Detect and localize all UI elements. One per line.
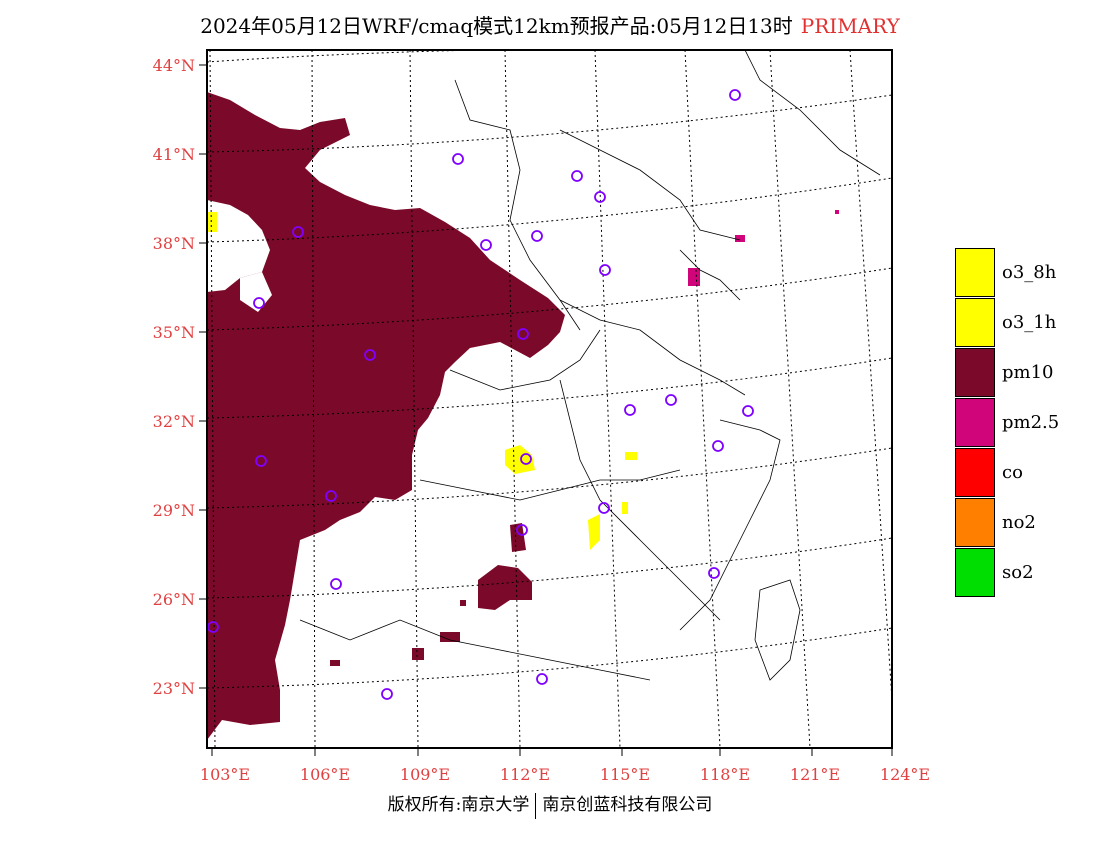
- province-boundaries: [299, 50, 881, 681]
- map-frame: [206, 49, 893, 749]
- legend-label-pm25: pm2.5: [1002, 412, 1060, 433]
- legend-label-so2: so2: [1002, 562, 1034, 583]
- lon-label-109: 109°E: [399, 765, 451, 784]
- lon-label-112: 112°E: [499, 765, 551, 784]
- pm10-region-upper: [207, 200, 270, 292]
- lon-label-115: 115°E: [599, 765, 651, 784]
- legend-label-no2: no2: [1002, 512, 1036, 533]
- copyright-left: 版权所有:南京大学: [387, 795, 530, 815]
- o3-patch-2: [588, 514, 600, 550]
- legend-swatch-pm25: [955, 398, 995, 447]
- footer-separator: [535, 792, 537, 819]
- lat-label-41: 41°N: [152, 145, 195, 164]
- lat-label-23: 23°N: [152, 679, 195, 698]
- lon-label-118: 118°E: [699, 765, 751, 784]
- lat-label-29: 29°N: [152, 501, 195, 520]
- lat-label-38: 38°N: [152, 234, 195, 253]
- copyright-right: 南京创蓝科技有限公司: [542, 795, 713, 815]
- primary-tag: PRIMARY: [800, 14, 900, 38]
- lat-label-44: 44°N: [152, 56, 195, 75]
- copyright-footer: 版权所有:南京大学 南京创蓝科技有限公司: [0, 790, 1100, 819]
- pm25-patch-1: [688, 268, 700, 286]
- lat-label-26: 26°N: [152, 590, 195, 609]
- lat-label-32: 32°N: [152, 412, 195, 431]
- lon-label-106: 106°E: [299, 765, 351, 784]
- legend-swatch-o3-1h: [955, 298, 995, 347]
- o3-patch-3: [625, 452, 637, 460]
- legend-label-co: co: [1002, 462, 1023, 483]
- pm10-patch-4: [412, 648, 424, 660]
- lon-label-121: 121°E: [789, 765, 841, 784]
- legend-swatch-o3-8h: [955, 248, 995, 297]
- lon-label-124: 124°E: [879, 765, 931, 784]
- lat-label-35: 35°N: [152, 323, 195, 342]
- o3-patch-5: [207, 212, 217, 232]
- lon-ticks: [211, 748, 893, 756]
- pm25-patch-3: [835, 210, 839, 214]
- legend-swatch-no2: [955, 498, 995, 547]
- legend-swatch-co: [955, 448, 995, 497]
- pm25-patch-2: [735, 235, 745, 242]
- pm10-patch-south-1: [478, 565, 532, 610]
- map-title: 2024年05月12日WRF/cmaq模式12km预报产品:05月12日13时 P…: [0, 10, 1100, 39]
- title-text: 2024年05月12日WRF/cmaq模式12km预报产品:05月12日13时: [200, 14, 793, 38]
- legend-label-o3-1h: o3_1h: [1002, 312, 1057, 333]
- o3-patch-1: [505, 445, 535, 474]
- lat-ticks: [199, 64, 207, 689]
- latitude-gridlines: [207, 50, 892, 689]
- pm10-patch-3: [440, 632, 460, 642]
- legend-label-o3-8h: o3_8h: [1002, 262, 1057, 283]
- pm10-patch-south-2: [510, 523, 526, 552]
- legend-swatch-pm10: [955, 348, 995, 397]
- legend-label-pm10: pm10: [1002, 362, 1054, 383]
- legend-swatch-so2: [955, 548, 995, 597]
- lon-label-103: 103°E: [199, 765, 251, 784]
- pm10-region-west: [207, 92, 565, 740]
- pm10-patch-5: [330, 660, 340, 666]
- o3-patch-4: [622, 502, 628, 514]
- pm10-patch-6: [460, 600, 466, 606]
